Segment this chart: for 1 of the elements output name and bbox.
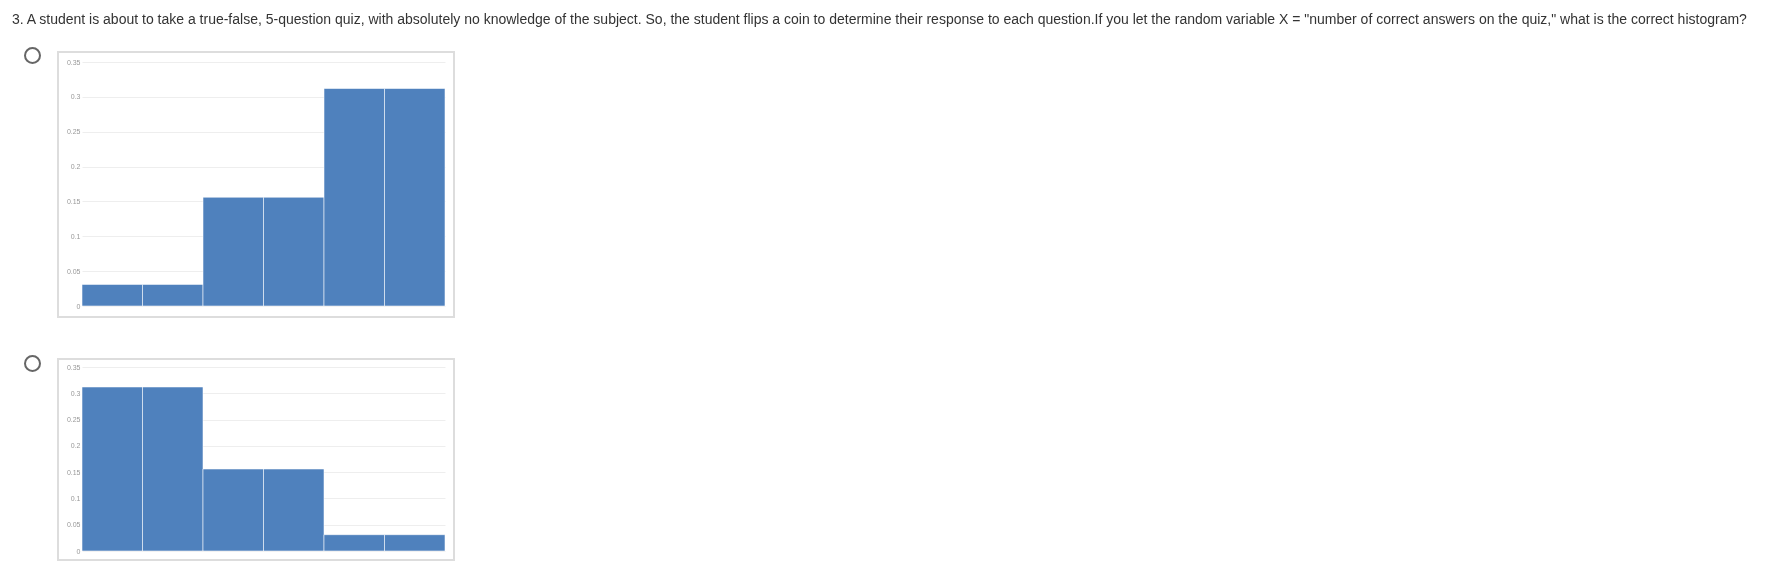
text: 3. A student is about to take a true-false, 5-question quiz, with absolutely no knowledge of the subject. So, the student flips a coin to determine their response to each question.If you let the random variable X = "number of correct answers on the quiz," what is the correct histogram? (12, 10, 1747, 28)
